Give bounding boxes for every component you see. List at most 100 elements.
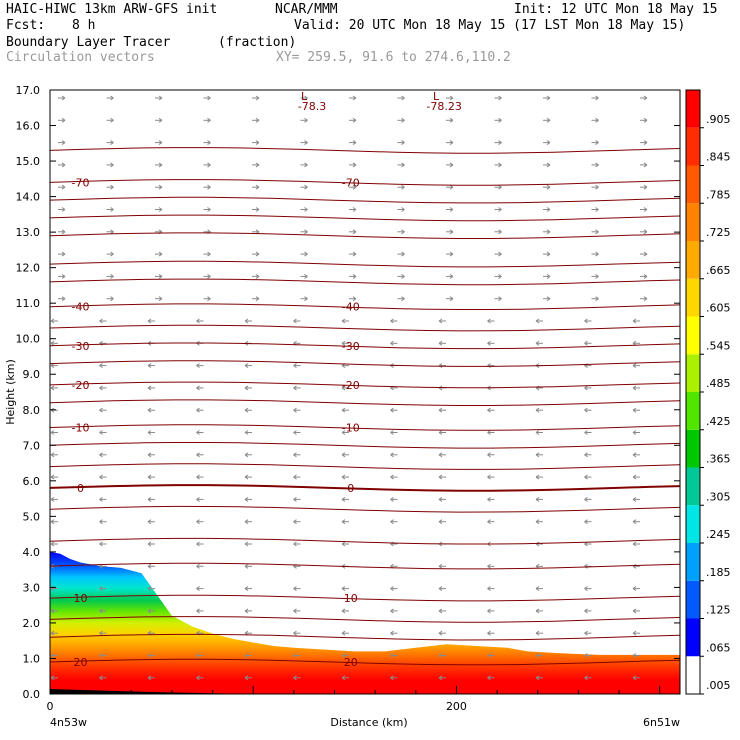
circulation-vector-head bbox=[147, 474, 152, 480]
circulation-vector-head bbox=[632, 608, 637, 614]
circulation-vector-head bbox=[341, 452, 346, 458]
y-tick-label: 7.0 bbox=[23, 439, 41, 452]
circulation-vector-head bbox=[341, 653, 346, 658]
circulation-vector-head bbox=[584, 653, 588, 658]
circulation-vector-head bbox=[99, 363, 103, 369]
circulation-vector-head bbox=[207, 296, 211, 302]
circulation-vector-head bbox=[390, 452, 394, 458]
circulation-vector-head bbox=[341, 340, 346, 346]
circulation-vector-head bbox=[438, 318, 443, 324]
y-tick-label: 10.0 bbox=[16, 333, 41, 346]
circulation-vector-head bbox=[546, 184, 551, 190]
circulation-vector-head bbox=[255, 140, 260, 146]
temperature-contour bbox=[50, 537, 680, 545]
x-start-label: 4n53w bbox=[50, 716, 87, 729]
circulation-vector-head bbox=[255, 95, 260, 101]
circulation-vector-head bbox=[632, 407, 637, 413]
contour-label: -40 bbox=[342, 301, 360, 314]
colorbar-swatch bbox=[686, 392, 700, 430]
circulation-vector-head bbox=[147, 385, 152, 391]
circulation-vector-head bbox=[595, 207, 599, 212]
circulation-vector-head bbox=[498, 251, 502, 257]
circulation-vector-head bbox=[158, 140, 163, 146]
circulation-vector-head bbox=[352, 184, 357, 190]
circulation-vector-head bbox=[643, 162, 648, 168]
circulation-vector-head bbox=[207, 184, 211, 190]
temperature-contour bbox=[50, 342, 680, 350]
circulation-vector-head bbox=[293, 675, 297, 681]
contour-label: -40 bbox=[71, 301, 89, 314]
y-tick-label: 9.0 bbox=[23, 368, 41, 381]
circulation-vector-head bbox=[196, 430, 200, 435]
x-tick-label: 200 bbox=[446, 700, 467, 713]
circulation-vector-head bbox=[632, 474, 637, 480]
circulation-vector-head bbox=[196, 363, 200, 369]
colorbar-label: .725 bbox=[706, 226, 731, 239]
temperature-contour bbox=[50, 399, 680, 406]
circulation-vector-head bbox=[401, 251, 405, 257]
circulation-vector-head bbox=[584, 496, 588, 502]
circulation-vector-head bbox=[158, 184, 163, 190]
low-marker: L bbox=[433, 90, 440, 103]
colorbar-label: .305 bbox=[706, 490, 731, 503]
temperature-contour bbox=[50, 303, 680, 310]
circulation-vector-head bbox=[401, 184, 405, 190]
circulation-vector-head bbox=[110, 140, 114, 146]
circulation-vector-head bbox=[99, 496, 103, 502]
colorbar-swatch bbox=[686, 543, 700, 581]
circulation-vector-head bbox=[438, 430, 443, 435]
circulation-vector-head bbox=[643, 117, 648, 123]
circulation-vector-head bbox=[293, 385, 297, 391]
contour-label: 20 bbox=[344, 656, 358, 669]
circulation-vector-head bbox=[643, 273, 648, 279]
colorbar-label: .065 bbox=[706, 641, 731, 654]
temperature-contour bbox=[50, 505, 680, 513]
circulation-vector-head bbox=[50, 541, 55, 547]
circulation-vector-head bbox=[595, 184, 599, 190]
circulation-vector-head bbox=[244, 496, 249, 502]
circulation-vector-head bbox=[244, 363, 249, 369]
circulation-vector-head bbox=[487, 318, 491, 324]
circulation-vector-head bbox=[304, 140, 308, 146]
circulation-vector-head bbox=[158, 117, 163, 123]
temperature-contour bbox=[50, 442, 680, 449]
circulation-vector-head bbox=[147, 608, 152, 614]
circulation-vector-head bbox=[487, 608, 491, 614]
y-tick-label: 3.0 bbox=[23, 581, 41, 594]
circulation-vector-head bbox=[632, 541, 637, 547]
colorbar-label: .485 bbox=[706, 377, 731, 390]
low-value: -78.23 bbox=[426, 100, 461, 113]
circulation-vector-head bbox=[643, 184, 648, 190]
circulation-vector-head bbox=[498, 117, 502, 123]
circulation-vector-head bbox=[99, 474, 103, 480]
circulation-vector-head bbox=[584, 407, 588, 413]
circulation-vector-head bbox=[390, 407, 394, 413]
circulation-vector-head bbox=[207, 251, 211, 257]
circulation-vector-head bbox=[61, 140, 66, 146]
circulation-vector-head bbox=[207, 273, 211, 279]
y-tick-label: 1.0 bbox=[23, 652, 41, 665]
x-end-label: 6n51w bbox=[643, 716, 680, 729]
circulation-vector-head bbox=[304, 229, 308, 235]
circulation-vector-head bbox=[682, 453, 685, 457]
colorbar-swatch bbox=[686, 241, 700, 279]
temperature-contour bbox=[50, 594, 680, 602]
circulation-vector-head bbox=[293, 496, 297, 502]
circulation-vector-head bbox=[487, 474, 491, 480]
circulation-vector-head bbox=[498, 229, 502, 235]
circulation-vector-head bbox=[196, 452, 200, 458]
circulation-vector-head bbox=[255, 117, 260, 123]
colorbar-label: .125 bbox=[706, 604, 731, 617]
circulation-vector-head bbox=[390, 318, 394, 324]
circulation-vector-head bbox=[293, 630, 297, 636]
circulation-vector-head bbox=[147, 586, 152, 592]
temperature-contour bbox=[50, 278, 680, 286]
plot-frame bbox=[49, 89, 681, 695]
circulation-vector-head bbox=[487, 653, 491, 658]
circulation-vector-head bbox=[110, 273, 114, 279]
contour-label: 10 bbox=[73, 592, 87, 605]
circulation-vector-head bbox=[390, 675, 394, 681]
circulation-vector-head bbox=[244, 318, 249, 324]
contour-label: -20 bbox=[71, 379, 89, 392]
circulation-vector-head bbox=[341, 630, 346, 636]
